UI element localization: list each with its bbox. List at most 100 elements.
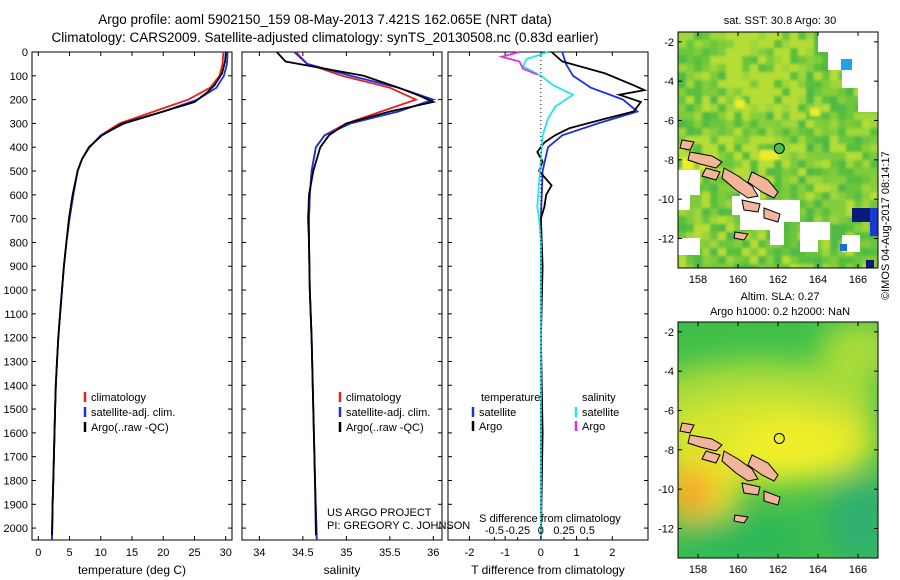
sst-tile bbox=[710, 120, 719, 129]
sst-tile bbox=[806, 72, 815, 81]
sst-tile bbox=[766, 48, 775, 57]
sst-tile bbox=[710, 136, 719, 145]
sla-map: 158 160 162 164 166 -2 -4 -6 -8 -10 -12 bbox=[658, 321, 879, 576]
sst-tile bbox=[814, 216, 823, 225]
sst-tile bbox=[758, 192, 767, 201]
sst-tile bbox=[862, 184, 871, 193]
sst-tile bbox=[710, 216, 719, 225]
sst-tile bbox=[742, 128, 751, 137]
sst-tile bbox=[774, 136, 783, 145]
sst-tile bbox=[822, 216, 831, 225]
depth-tick-label: 1400 bbox=[4, 380, 28, 392]
sst-tile bbox=[830, 72, 839, 81]
sst-tile bbox=[806, 152, 815, 161]
sst-tile bbox=[806, 208, 815, 217]
sst-tile bbox=[718, 152, 727, 161]
sst-tile bbox=[814, 184, 823, 193]
sst-cool-pixel bbox=[840, 244, 847, 251]
sst-tile bbox=[814, 88, 823, 97]
sst-tile bbox=[726, 96, 735, 105]
sst-tile bbox=[766, 160, 775, 169]
sst-tile bbox=[686, 136, 695, 145]
sst-tile bbox=[718, 216, 727, 225]
sst-tile bbox=[782, 248, 791, 257]
sst-tile bbox=[774, 96, 783, 105]
sst-tile bbox=[806, 144, 815, 153]
sst-tile bbox=[862, 200, 871, 209]
sst-tile bbox=[814, 256, 823, 265]
sst-tile bbox=[846, 176, 855, 185]
sst-tile bbox=[782, 184, 791, 193]
sst-tile bbox=[686, 104, 695, 113]
sst-tile bbox=[790, 64, 799, 73]
sst-tile bbox=[710, 200, 719, 209]
sst-tile bbox=[710, 112, 719, 121]
x-tick-label: 30 bbox=[220, 547, 232, 559]
sst-warm-patch bbox=[810, 108, 820, 116]
x-tick-label: 34 bbox=[253, 547, 265, 559]
legend-satellite-adj: satellite-adj. clim. bbox=[346, 407, 430, 419]
sst-tile bbox=[694, 64, 703, 73]
sst-tile bbox=[694, 48, 703, 57]
sst-tile bbox=[814, 176, 823, 185]
sst-tile bbox=[702, 224, 711, 233]
sst-tile bbox=[726, 232, 735, 241]
sst-tile bbox=[718, 232, 727, 241]
sst-tile bbox=[790, 32, 799, 41]
depth-tick-label: 1500 bbox=[4, 404, 28, 416]
sst-tile bbox=[798, 40, 807, 49]
sst-tile bbox=[742, 136, 751, 145]
sst-tile bbox=[782, 72, 791, 81]
map-y-tick-label: -6 bbox=[664, 116, 674, 128]
sst-tile bbox=[846, 248, 855, 257]
sst-tile bbox=[822, 120, 831, 129]
sst-tile bbox=[726, 128, 735, 137]
series-line-argo bbox=[276, 51, 437, 536]
sst-tile bbox=[862, 152, 871, 161]
sst-tile bbox=[854, 176, 863, 185]
sst-tile bbox=[734, 224, 743, 233]
sst-tile bbox=[822, 72, 831, 81]
sst-tile bbox=[782, 152, 791, 161]
sst-tile bbox=[686, 88, 695, 97]
sst-tile bbox=[710, 232, 719, 241]
sst-tile bbox=[854, 192, 863, 201]
sst-tile bbox=[678, 104, 687, 113]
sst-tile bbox=[702, 136, 711, 145]
sst-tile bbox=[822, 184, 831, 193]
sst-tile bbox=[846, 264, 855, 268]
sst-tile bbox=[790, 104, 799, 113]
sst-tile bbox=[750, 232, 759, 241]
sst-tile bbox=[822, 88, 831, 97]
sst-tile bbox=[742, 72, 751, 81]
sst-tile bbox=[702, 48, 711, 57]
sst-tile bbox=[734, 56, 743, 65]
sst-tile bbox=[822, 48, 831, 57]
sst-tile bbox=[862, 128, 871, 137]
sst-tile bbox=[870, 248, 878, 257]
map-y-tick-label: -4 bbox=[664, 76, 674, 88]
sst-tile bbox=[790, 256, 799, 265]
sst-tile bbox=[782, 192, 791, 201]
sst-tile bbox=[790, 136, 799, 145]
legend-t-argo: Argo bbox=[479, 421, 502, 433]
sst-tile bbox=[686, 56, 695, 65]
sst-no-data-area bbox=[678, 170, 700, 210]
sst-tile bbox=[830, 208, 839, 217]
sst-tile bbox=[694, 80, 703, 89]
sst-tile bbox=[782, 56, 791, 65]
sla-map-title-line1: Altim. SLA: 0.27 bbox=[740, 291, 820, 303]
sst-tile bbox=[686, 256, 695, 265]
x-tick-label: 0 bbox=[35, 547, 41, 559]
sst-tile bbox=[830, 216, 839, 225]
sst-tile bbox=[678, 88, 687, 97]
sst-tile bbox=[870, 152, 878, 161]
sst-tile bbox=[814, 72, 823, 81]
sst-tile bbox=[694, 232, 703, 241]
sst-tile bbox=[750, 80, 759, 89]
depth-tick-label: 2000 bbox=[4, 523, 28, 535]
sst-tile bbox=[694, 32, 703, 41]
sst-tile bbox=[750, 40, 759, 49]
depth-tick-label: 800 bbox=[10, 237, 28, 249]
sst-tile bbox=[726, 80, 735, 89]
